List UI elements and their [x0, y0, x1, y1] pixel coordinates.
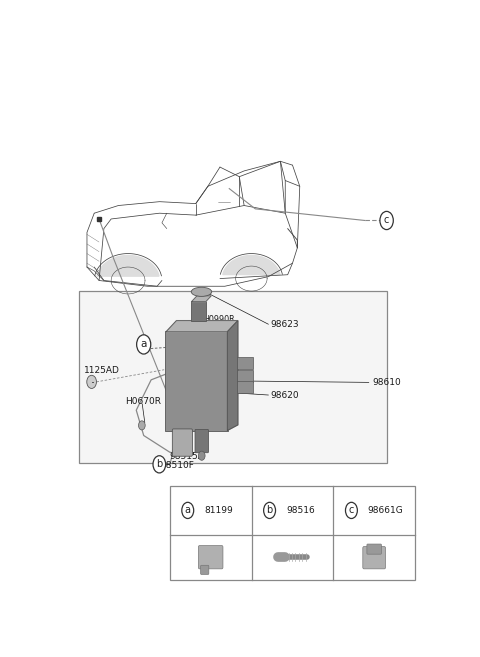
Text: 98661G: 98661G: [368, 506, 404, 515]
Circle shape: [264, 503, 276, 518]
FancyBboxPatch shape: [198, 545, 223, 569]
Polygon shape: [223, 256, 280, 275]
Text: b: b: [156, 459, 162, 469]
Text: a: a: [141, 340, 147, 350]
Text: a: a: [185, 505, 191, 515]
Text: 98515A: 98515A: [169, 451, 204, 461]
Polygon shape: [97, 256, 159, 276]
Text: H0670R: H0670R: [125, 397, 161, 405]
FancyBboxPatch shape: [363, 547, 385, 569]
Ellipse shape: [191, 287, 212, 296]
FancyBboxPatch shape: [165, 330, 228, 432]
FancyBboxPatch shape: [238, 357, 253, 369]
Circle shape: [153, 456, 166, 473]
Text: b: b: [266, 505, 273, 515]
Circle shape: [137, 335, 151, 354]
FancyBboxPatch shape: [195, 430, 208, 453]
FancyBboxPatch shape: [238, 381, 253, 393]
Circle shape: [198, 451, 205, 461]
Circle shape: [87, 375, 96, 388]
Polygon shape: [166, 321, 238, 332]
Text: 98510F: 98510F: [160, 461, 194, 470]
Polygon shape: [192, 296, 211, 302]
FancyBboxPatch shape: [172, 429, 192, 456]
Circle shape: [139, 421, 145, 430]
Text: c: c: [349, 505, 354, 515]
Text: 98623: 98623: [270, 320, 299, 328]
Polygon shape: [228, 321, 238, 430]
Circle shape: [380, 212, 393, 229]
Circle shape: [182, 503, 194, 518]
Text: H0990R: H0990R: [203, 315, 235, 324]
FancyBboxPatch shape: [238, 370, 253, 382]
Text: 98610: 98610: [372, 378, 401, 387]
Text: 98516: 98516: [286, 506, 315, 515]
FancyBboxPatch shape: [79, 291, 387, 463]
FancyBboxPatch shape: [170, 486, 415, 579]
Text: 1125AD: 1125AD: [84, 366, 120, 374]
Text: 81199: 81199: [204, 506, 233, 515]
FancyBboxPatch shape: [367, 544, 382, 554]
Text: 98620: 98620: [270, 390, 299, 399]
Text: c: c: [384, 215, 389, 225]
Circle shape: [346, 503, 358, 518]
FancyBboxPatch shape: [192, 301, 206, 321]
FancyBboxPatch shape: [201, 565, 209, 574]
